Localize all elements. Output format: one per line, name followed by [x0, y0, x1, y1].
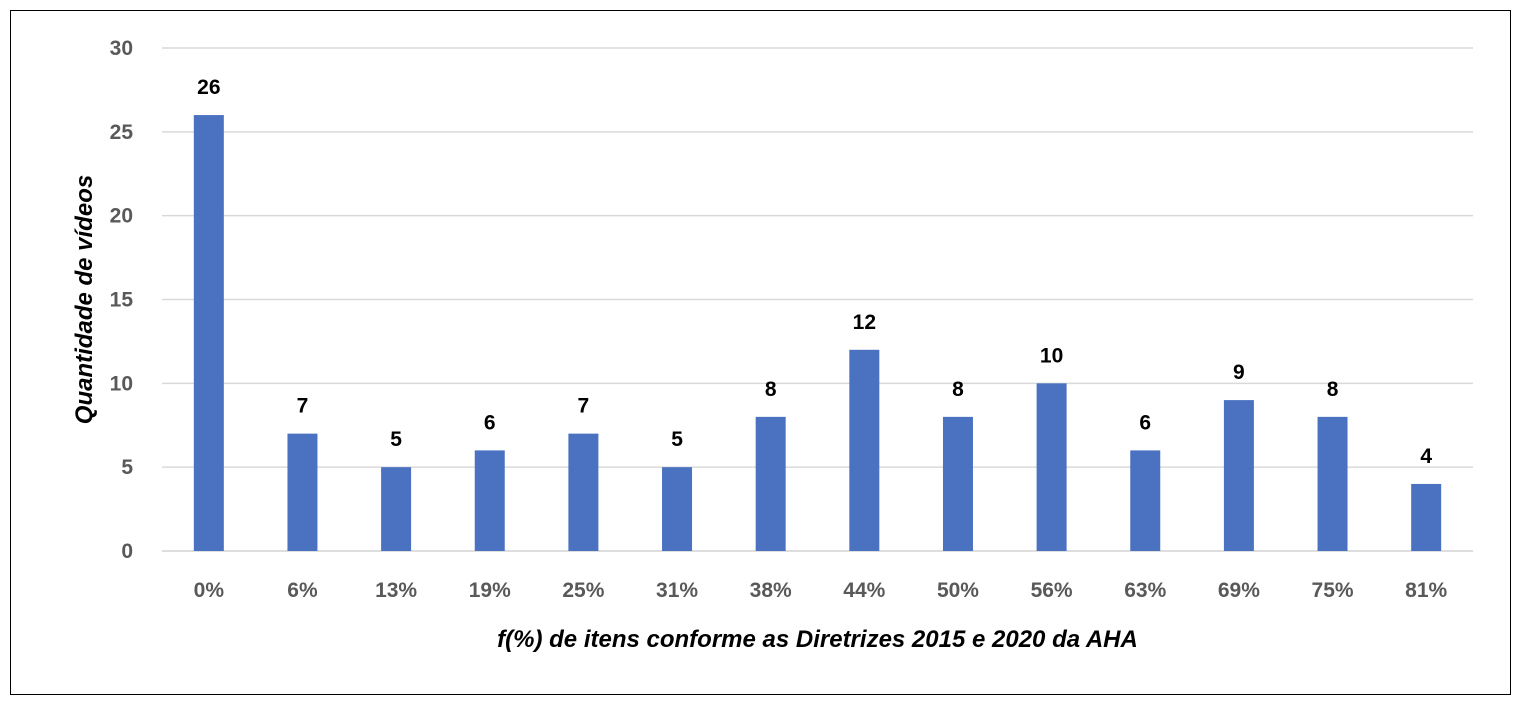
bar [287, 433, 318, 551]
bar [1130, 450, 1161, 551]
y-tick-label: 10 [110, 372, 133, 395]
data-label: 5 [390, 428, 402, 451]
y-axis-ticks: 0 5 10 15 20 25 30 [110, 37, 134, 563]
x-tick-label: 19% [469, 579, 511, 602]
data-label: 9 [1233, 361, 1245, 384]
x-tick-label: 44% [843, 579, 885, 602]
x-tick-label: 69% [1218, 579, 1260, 602]
x-tick-label: 81% [1405, 579, 1447, 602]
bar [942, 416, 973, 551]
bar [755, 416, 786, 551]
bar [849, 349, 880, 551]
bar [1036, 383, 1067, 551]
x-tick-label: 25% [562, 579, 604, 602]
x-tick-label: 75% [1312, 579, 1354, 602]
data-label: 6 [1139, 411, 1151, 434]
y-axis-title: Quantidade de vídeos [71, 175, 98, 424]
data-label: 26 [197, 76, 220, 99]
chart-frame [10, 10, 1511, 695]
x-tick-label: 6% [287, 579, 318, 602]
bar [474, 450, 505, 551]
x-tick-label: 63% [1124, 579, 1166, 602]
data-label: 8 [1327, 378, 1339, 401]
x-tick-label: 38% [750, 579, 792, 602]
y-tick-label: 20 [110, 205, 133, 228]
x-tick-label: 31% [656, 579, 698, 602]
bar [1317, 416, 1348, 551]
x-axis-title: f(%) de itens conforme as Diretrizes 201… [497, 626, 1138, 653]
data-label: 8 [952, 378, 964, 401]
data-label: 4 [1420, 445, 1432, 468]
data-labels: 26 7 5 6 7 5 8 12 8 10 6 9 8 4 [197, 76, 1432, 468]
bar [193, 115, 224, 552]
bar [1411, 483, 1442, 551]
x-tick-label: 50% [937, 579, 979, 602]
data-label: 5 [671, 428, 683, 451]
x-axis-ticks: 0% 6% 13% 19% 25% 31% 38% 44% 50% 56% 63% 69% 75% 81% [194, 579, 1448, 602]
gridlines [162, 47, 1473, 552]
y-tick-label: 25 [110, 121, 134, 144]
bar [662, 467, 693, 551]
bar [381, 467, 412, 551]
bars [193, 115, 1442, 552]
bar [568, 433, 599, 551]
data-label: 10 [1040, 344, 1063, 367]
y-tick-label: 15 [110, 289, 134, 312]
data-label: 7 [297, 395, 309, 418]
data-label: 6 [484, 411, 496, 434]
y-tick-label: 5 [121, 456, 133, 479]
y-tick-label: 30 [110, 37, 133, 60]
data-label: 12 [853, 311, 876, 334]
x-tick-label: 13% [375, 579, 417, 602]
bar [1223, 400, 1254, 551]
data-label: 7 [578, 395, 590, 418]
x-tick-label: 0% [194, 579, 225, 602]
y-tick-label: 0 [121, 540, 133, 563]
x-tick-label: 56% [1031, 579, 1073, 602]
data-label: 8 [765, 378, 777, 401]
